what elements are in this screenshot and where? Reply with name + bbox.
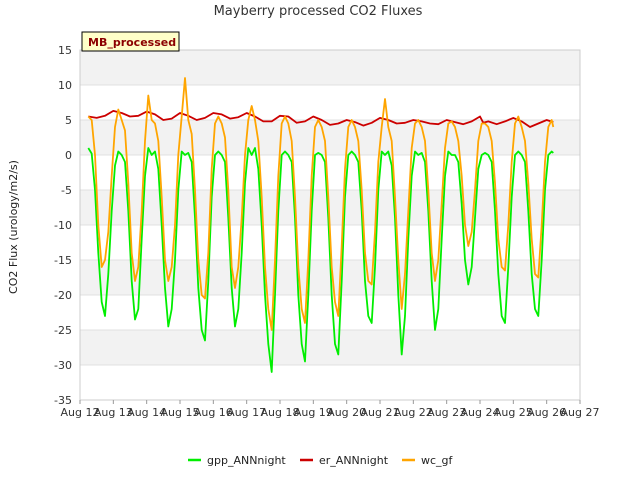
x-tick-label: Aug 22 xyxy=(394,406,433,419)
y-tick-label: -15 xyxy=(54,254,72,267)
x-tick-label: Aug 12 xyxy=(61,406,100,419)
legend-label-gpp-annnight: gpp_ANNnight xyxy=(207,454,286,467)
y-tick-label: -35 xyxy=(54,394,72,407)
x-tick-label: Aug 19 xyxy=(294,406,333,419)
x-tick-label: Aug 25 xyxy=(494,406,533,419)
series-line-gpp-annnight xyxy=(87,147,554,373)
grid-band xyxy=(80,120,580,155)
plot-border xyxy=(79,49,581,401)
x-tick-label: Aug 17 xyxy=(227,406,266,419)
series-line-er-annnight xyxy=(88,110,554,128)
legend-label-er-annnight: er_ANNnight xyxy=(319,454,389,467)
grid-band xyxy=(80,330,580,365)
y-tick-label: 0 xyxy=(65,149,72,162)
y-tick-label: -5 xyxy=(61,184,72,197)
x-tick-label: Aug 26 xyxy=(527,406,566,419)
series-line-wc-gf xyxy=(87,77,555,331)
grid-band xyxy=(80,50,580,85)
badge-label: MB_processed xyxy=(88,36,176,49)
x-tick-label: Aug 18 xyxy=(261,406,300,419)
x-tick-label: Aug 21 xyxy=(361,406,400,419)
legend-label-wc-gf: wc_gf xyxy=(421,454,454,467)
x-tick-label: Aug 24 xyxy=(461,406,500,419)
badge-box xyxy=(81,31,180,52)
y-tick-label: -30 xyxy=(54,359,72,372)
x-tick-label: Aug 15 xyxy=(161,406,200,419)
y-tick-label: 10 xyxy=(58,79,72,92)
y-tick-label: -20 xyxy=(54,289,72,302)
y-tick-label: -10 xyxy=(54,219,72,232)
x-tick-label: Aug 27 xyxy=(561,406,600,419)
x-tick-label: Aug 23 xyxy=(427,406,466,419)
x-tick-label: Aug 14 xyxy=(127,406,166,419)
x-tick-label: Aug 20 xyxy=(327,406,366,419)
chart-title: Mayberry processed CO2 Fluxes xyxy=(214,4,423,19)
x-tick-label: Aug 16 xyxy=(194,406,233,419)
y-tick-label: -25 xyxy=(54,324,72,337)
y-tick-label: 5 xyxy=(65,114,72,127)
x-tick-label: Aug 13 xyxy=(94,406,133,419)
legend: gpp_ANNnight er_ANNnight wc_gf xyxy=(188,454,454,467)
y-axis-label: CO2 Flux (urology/m2/s) xyxy=(7,160,20,294)
y-tick-label: 15 xyxy=(58,44,72,57)
